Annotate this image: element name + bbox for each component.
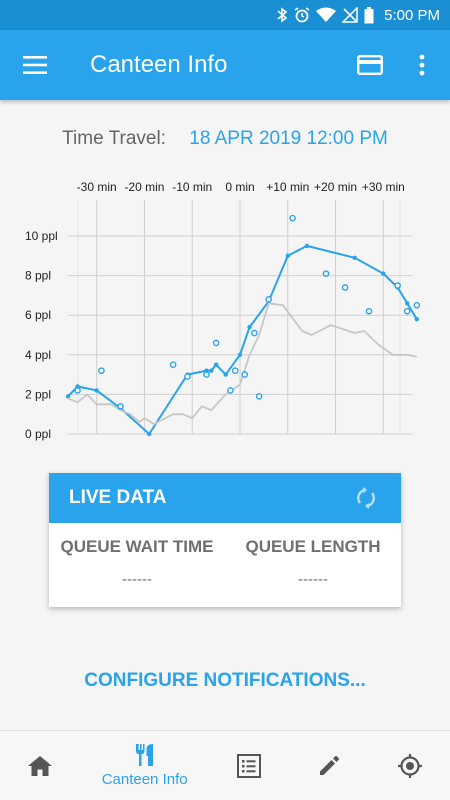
nav-location[interactable] — [370, 731, 450, 800]
pencil-icon — [320, 755, 340, 775]
refresh-icon — [357, 487, 375, 509]
scatter-point — [365, 307, 373, 315]
predicted-queue-line — [67, 302, 417, 426]
live-data-columns: QUEUE WAIT TIME ------ QUEUE LENGTH ----… — [49, 523, 401, 588]
scatter-point — [413, 301, 421, 309]
line-vertex-point — [352, 255, 357, 260]
battery-icon — [364, 6, 374, 23]
scatter-point — [341, 284, 349, 291]
live-data-title: LIVE DATA — [69, 487, 167, 508]
live-data-header: LIVE DATA — [49, 473, 401, 523]
scatter-point — [255, 393, 263, 400]
line-vertex-point — [247, 324, 252, 330]
page-title: Canteen Info — [90, 51, 228, 78]
line-vertex-point — [381, 271, 386, 276]
scatter-point — [265, 296, 272, 303]
time-travel-label: Time Travel: — [62, 128, 166, 149]
x-tick-label: +30 min — [362, 180, 405, 194]
line-vertex-point — [209, 368, 214, 373]
x-tick-label: +10 min — [266, 180, 309, 194]
line-vertex-point — [405, 301, 410, 306]
y-tick-label: 8 ppl — [25, 269, 51, 283]
location-target-icon — [397, 753, 422, 778]
scatter-point — [322, 270, 330, 277]
cutlery-icon — [135, 744, 153, 766]
line-vertex-point — [94, 388, 99, 393]
status-bar: 5:00 PM — [0, 0, 450, 30]
nav-home[interactable] — [0, 731, 80, 800]
list-icon — [237, 753, 262, 778]
card-button[interactable] — [354, 50, 386, 80]
x-tick-label: -10 min — [172, 180, 212, 194]
configure-notifications-link[interactable]: CONFIGURE NOTIFICATIONS... — [84, 670, 366, 691]
line-vertex-point — [65, 394, 71, 399]
scatter-point — [203, 371, 210, 378]
status-time: 5:00 PM — [384, 6, 440, 24]
queue-wait-time-label: QUEUE WAIT TIME — [60, 537, 214, 556]
bottom-nav: Canteen Info — [0, 730, 450, 800]
time-travel-value[interactable]: 18 APR 2019 12:00 PM — [189, 128, 388, 149]
y-tick-label: 4 ppl — [25, 348, 51, 362]
more-vert-icon — [419, 54, 425, 76]
x-tick-label: -30 min — [77, 180, 117, 194]
scatter-point — [117, 402, 124, 410]
line-vertex-point — [414, 316, 419, 322]
scatter-point — [169, 361, 177, 368]
wifi-icon — [316, 7, 337, 22]
queue-wait-time-column: QUEUE WAIT TIME ------ — [49, 537, 225, 588]
x-tick-label: +20 min — [314, 180, 357, 194]
scatter-point — [74, 387, 81, 394]
more-options-button[interactable] — [410, 50, 434, 80]
nav-canteen-info[interactable]: Canteen Info — [80, 731, 209, 800]
no-signal-icon — [342, 7, 358, 23]
hamburger-icon — [23, 56, 47, 74]
scatter-point — [184, 373, 191, 380]
y-tick-label: 10 ppl — [25, 229, 58, 243]
queue-length-column: QUEUE LENGTH ------ — [225, 537, 401, 588]
scatter-point — [403, 307, 411, 315]
line-vertex-point — [147, 431, 152, 437]
scatter-point — [227, 387, 234, 394]
scatter-point — [394, 282, 401, 289]
alarm-icon — [294, 7, 310, 23]
y-tick-label: 2 ppl — [25, 387, 51, 401]
line-vertex-point — [237, 352, 243, 357]
line-vertex-point — [213, 362, 219, 367]
queue-length-label: QUEUE LENGTH — [245, 537, 381, 556]
bluetooth-icon — [277, 7, 288, 23]
time-travel-row: Time Travel: 18 APR 2019 12:00 PM — [0, 128, 450, 150]
queue-wait-time-value: ------ — [122, 571, 152, 588]
status-icons — [276, 6, 374, 24]
y-tick-label: 6 ppl — [25, 308, 51, 322]
scatter-point — [212, 339, 220, 347]
line-vertex-point — [223, 372, 228, 377]
queue-length-value: ------ — [298, 571, 328, 588]
home-icon — [28, 755, 53, 776]
queue-chart: -30 min -20 min -10 min 0 min +10 min +20 min… — [25, 180, 421, 441]
nav-list[interactable] — [209, 731, 289, 800]
scatter-point — [289, 214, 296, 222]
nav-edit[interactable] — [289, 731, 369, 800]
menu-button[interactable] — [18, 50, 52, 80]
scatter-point — [98, 367, 105, 374]
refresh-button[interactable] — [353, 485, 379, 511]
live-data-card: LIVE DATA QUEUE WAIT TIME ------ QUEUE L… — [49, 473, 401, 607]
nav-canteen-info-label: Canteen Info — [101, 771, 188, 788]
credit-card-icon — [357, 55, 383, 75]
x-tick-label: 0 min — [225, 180, 254, 194]
y-tick-label: 0 ppl — [25, 427, 51, 441]
scatter-point — [251, 329, 258, 337]
scatter-point — [231, 367, 239, 374]
line-vertex-point — [304, 243, 310, 249]
scatter-point — [241, 371, 249, 378]
line-vertex-point — [285, 253, 290, 258]
app-bar: Canteen Info — [0, 30, 450, 100]
x-tick-label: -20 min — [124, 180, 164, 194]
